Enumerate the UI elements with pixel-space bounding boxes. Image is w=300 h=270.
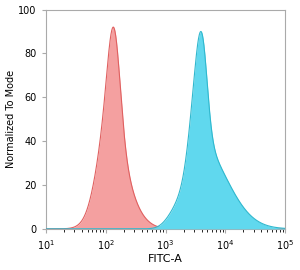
X-axis label: FITC-A: FITC-A	[148, 254, 183, 264]
Y-axis label: Normalized To Mode: Normalized To Mode	[6, 70, 16, 168]
